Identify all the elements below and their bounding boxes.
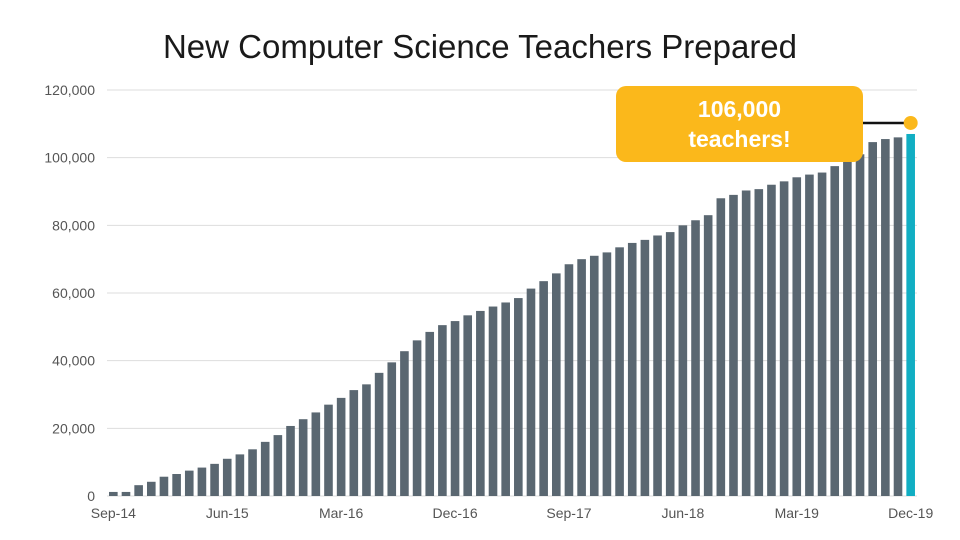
bar [248,449,257,496]
x-tick-label: Jun-18 [661,505,704,521]
x-axis: Sep-14 Jun-15 Mar-16 Dec-16 Sep-17 Jun-18 Mar-… [91,505,934,521]
grid-lines [107,89,917,497]
bar [716,198,726,496]
bar [665,232,675,496]
bar [235,454,245,496]
bar [362,384,371,496]
bar [830,166,840,496]
bar [678,225,688,497]
bar [843,161,852,497]
bar [438,325,447,496]
bar [463,315,473,496]
bar [551,273,561,496]
bar [627,242,637,496]
bar [425,331,435,496]
bar [577,259,586,496]
bar [412,340,422,496]
bar [691,220,700,496]
bar [146,481,156,496]
chart-title: New Computer Science Teachers Prepared [163,28,797,65]
bar [501,302,510,496]
y-tick-label: 80,000 [52,217,95,233]
callout-marker-dot [903,115,918,130]
bar [526,288,536,496]
bar [602,252,612,496]
bar [767,184,776,496]
bar [336,397,346,496]
bar [729,194,738,496]
bar [387,362,397,496]
bar [640,239,650,497]
x-tick-label: Mar-16 [319,505,364,521]
bar [754,189,764,497]
bar [868,142,878,496]
bar [881,139,890,496]
bar [210,463,219,496]
bar [311,412,321,496]
x-tick-label: Jun-15 [206,505,249,521]
bar [564,264,574,496]
y-tick-label: 40,000 [52,353,95,369]
bar [374,372,384,496]
bar [539,281,548,496]
callout-box: 106,000 teachers! [616,86,863,162]
x-tick-label: Dec-19 [888,505,933,521]
bar [817,172,827,496]
bar [109,491,118,496]
bar [450,321,460,496]
bars [109,133,915,497]
bar [488,306,498,496]
callout-value: 106,000 [697,96,782,122]
bar [324,404,333,496]
y-tick-label: 120,000 [44,82,95,98]
bar [893,137,903,496]
bar [273,435,283,496]
bar [792,177,802,497]
bar [615,247,624,496]
x-tick-label: Sep-17 [546,505,591,521]
bar [703,215,713,496]
bar [121,491,131,496]
highlight-bar [906,133,915,496]
bar [805,174,814,497]
bar [476,310,485,496]
bar [741,190,751,497]
x-tick-label: Mar-19 [775,505,820,521]
bar [222,458,232,496]
bar [400,351,409,496]
y-axis: 0 20,000 40,000 60,000 80,000 100,000 120,000 [44,82,95,504]
bar [260,441,270,496]
bar [197,467,207,496]
bar [172,474,181,496]
y-tick-label: 60,000 [52,285,95,301]
bar [779,181,789,496]
y-tick-label: 20,000 [52,420,95,436]
bar [855,154,865,497]
bar [298,419,308,496]
bar [159,476,169,496]
bar [286,425,295,496]
bar [184,470,194,496]
x-tick-label: Sep-14 [91,505,136,521]
callout-text: teachers! [688,126,791,152]
y-tick-label: 100,000 [44,150,95,166]
bar [589,255,599,496]
bar [653,235,662,496]
bar [514,298,523,496]
x-tick-label: Dec-16 [432,505,477,521]
bar [134,485,143,496]
y-tick-label: 0 [87,488,95,504]
bar [349,390,359,496]
